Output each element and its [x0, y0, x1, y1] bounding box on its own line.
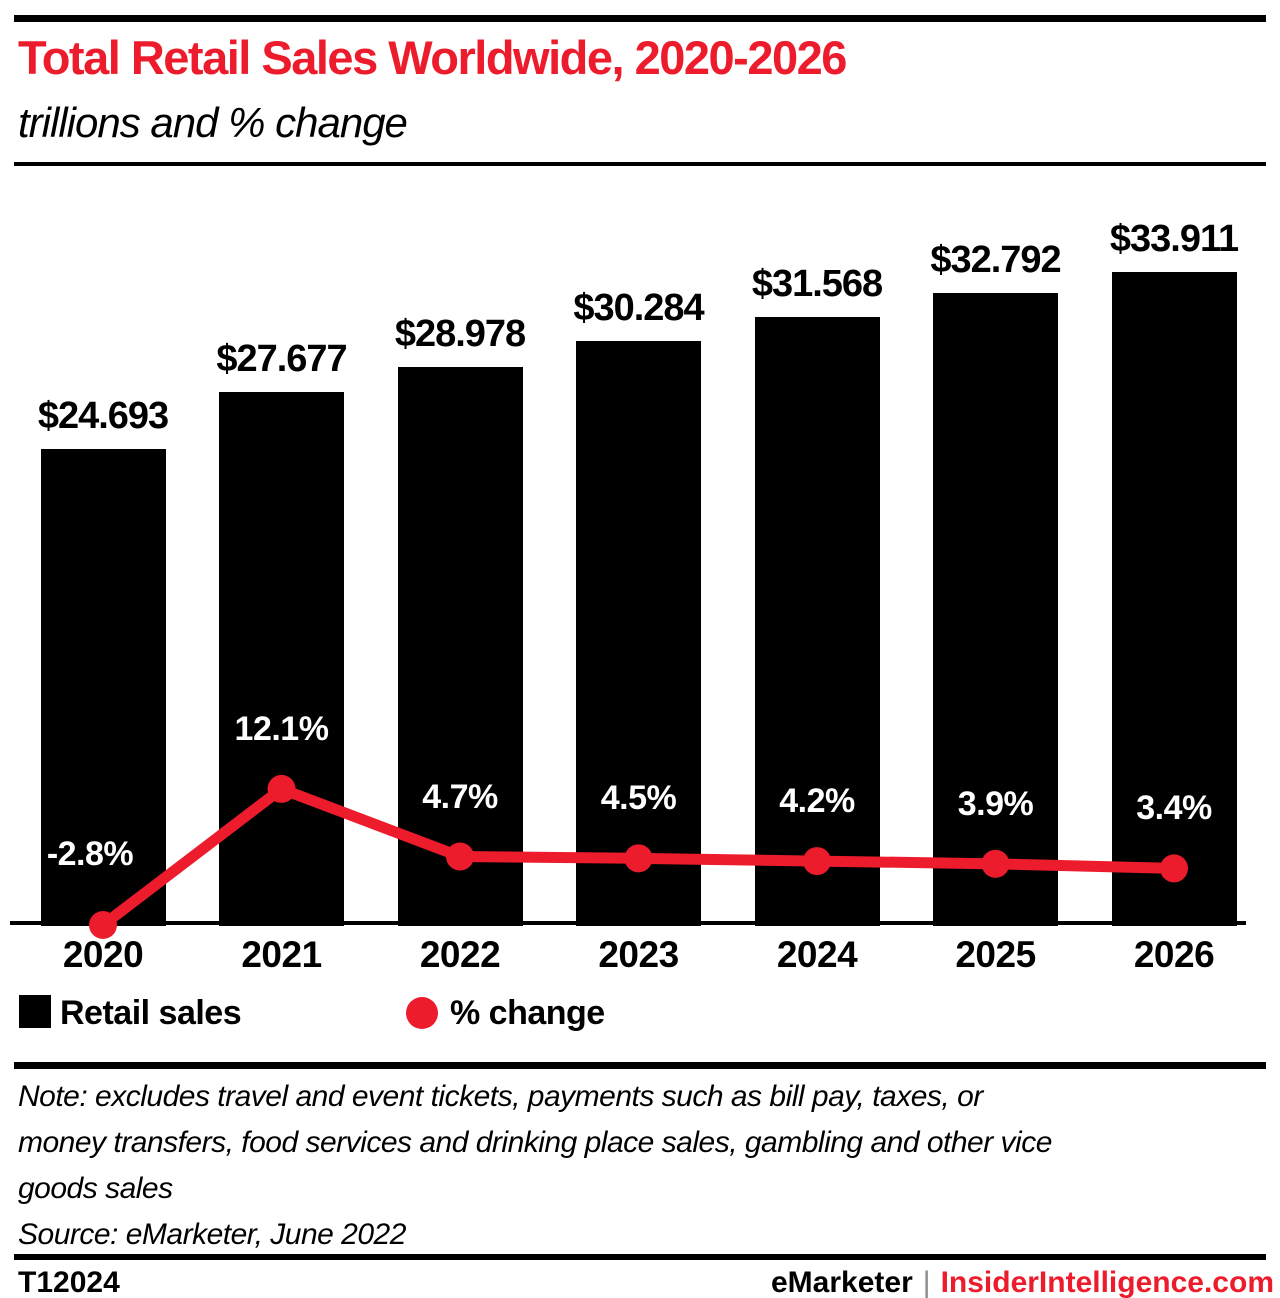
- x-axis-tick-label: 2025: [955, 934, 1036, 975]
- pct-change-point: [624, 844, 653, 873]
- x-axis-tick-label: 2021: [241, 934, 322, 975]
- retail-sales-bar: [40, 449, 166, 926]
- note-line-2: money transfers, food services and drink…: [18, 1126, 1052, 1159]
- pct-change-label: -2.8%: [46, 835, 134, 873]
- bar-value-label: $24.693: [37, 395, 169, 437]
- page-subtitle: trillions and % change: [18, 99, 408, 146]
- top-rule: [14, 15, 1266, 22]
- pct-change-point: [803, 847, 831, 876]
- bar-value-label: $33.911: [1109, 217, 1239, 260]
- footer-brand: eMarketer | InsiderIntelligence.com: [771, 1266, 1274, 1298]
- bar-value-label: $30.284: [573, 287, 704, 330]
- bar-value-label: $31.568: [751, 262, 883, 305]
- pct-change-label: 4.5%: [600, 779, 677, 818]
- retail-sales-bar: [933, 293, 1058, 926]
- x-axis-tick-label: 2020: [62, 934, 144, 975]
- legend-label-retail: Retail sales: [60, 994, 242, 1032]
- retail-sales-bar: [1111, 271, 1237, 926]
- pct-change-dot-icon: [406, 997, 438, 1029]
- chart-id: T12024: [18, 1266, 120, 1298]
- pct-change-label: 12.1%: [234, 709, 329, 748]
- pct-change-point: [981, 849, 1010, 878]
- retail-sales-bar: [219, 391, 344, 926]
- pct-change-label: 4.7%: [422, 777, 498, 816]
- x-axis-tick-label: 2022: [419, 934, 501, 975]
- bar-value-label: $28.978: [394, 312, 526, 355]
- footer-divider: [14, 1254, 1266, 1260]
- x-axis-tick-label: 2023: [598, 934, 679, 975]
- pct-change-label: 3.4%: [1136, 789, 1212, 828]
- note-line-3: goods sales: [18, 1172, 173, 1205]
- note-divider: [14, 1062, 1266, 1069]
- page-title: Total Retail Sales Worldwide, 2020-2026: [18, 31, 847, 84]
- pct-change-point: [267, 774, 296, 803]
- brand-insider-intelligence: InsiderIntelligence.com: [940, 1266, 1274, 1298]
- retail-sales-swatch-icon: [19, 995, 51, 1028]
- legend-label-change: % change: [450, 994, 605, 1032]
- header-divider: [14, 162, 1266, 166]
- brand-emarketer: eMarketer: [771, 1266, 913, 1298]
- note-line-1: Note: excludes travel and event tickets,…: [18, 1080, 983, 1113]
- retail-sales-bar: [576, 341, 701, 926]
- pct-change-label: 4.2%: [779, 782, 855, 821]
- footer-separator: |: [922, 1266, 931, 1298]
- bar-value-label: $27.677: [216, 337, 347, 380]
- pct-change-point: [1160, 854, 1188, 883]
- pct-change-point: [89, 911, 117, 939]
- x-axis-tick-label: 2024: [776, 934, 858, 975]
- x-axis-tick-label: 2026: [1133, 934, 1215, 975]
- bar-value-label: $32.792: [930, 239, 1061, 282]
- retail-sales-bar: [397, 366, 523, 926]
- retail-sales-bar: [754, 316, 880, 926]
- pct-change-label: 3.9%: [957, 784, 1034, 823]
- pct-change-point: [446, 842, 474, 871]
- source-line: Source: eMarketer, June 2022: [18, 1218, 406, 1251]
